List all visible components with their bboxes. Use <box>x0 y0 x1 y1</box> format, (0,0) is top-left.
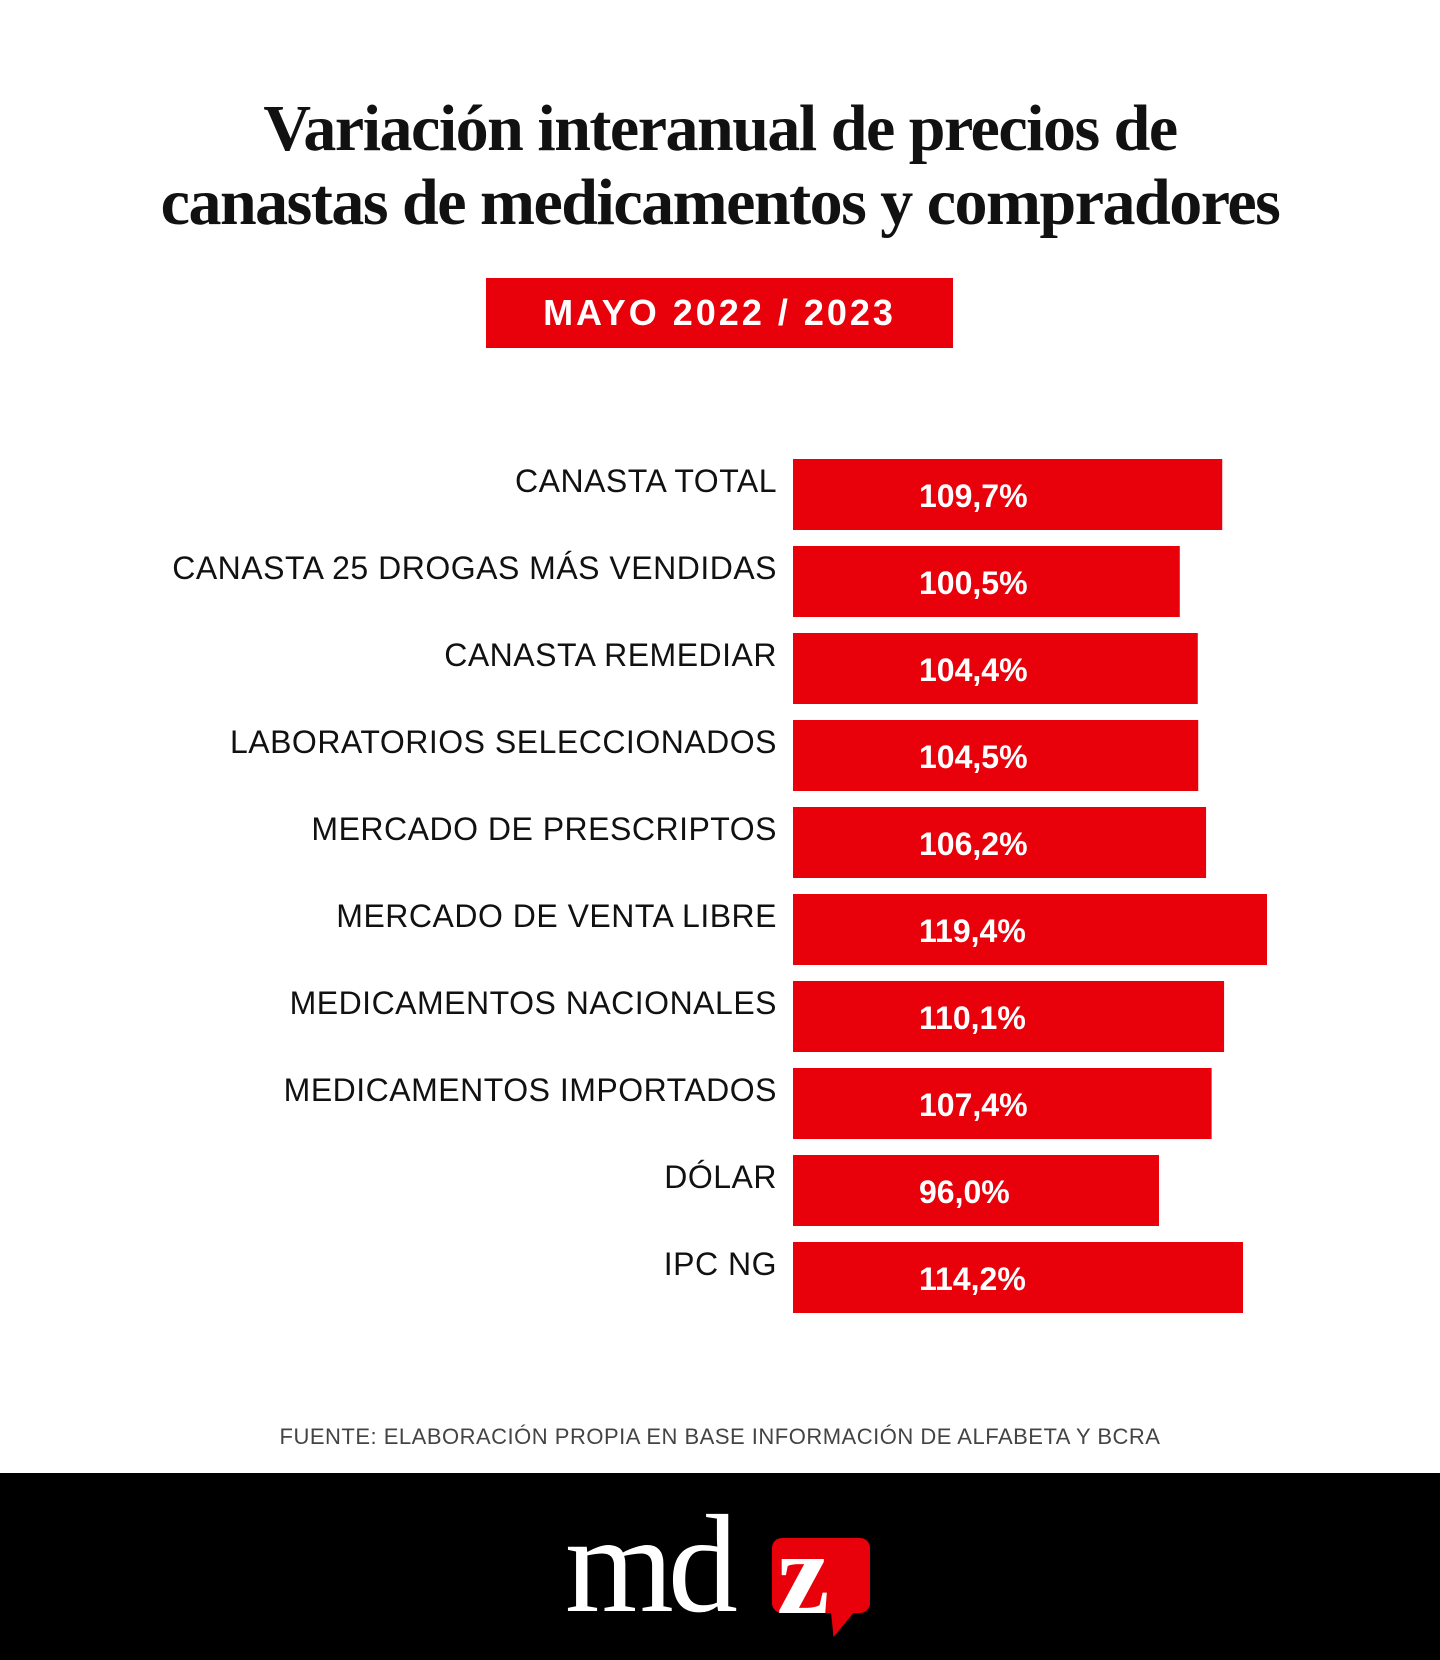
category-label: DÓLAR <box>664 1159 777 1195</box>
bar-row: MERCADO DE VENTA LIBRE 119,4% <box>336 894 1267 965</box>
category-label: CANASTA TOTAL <box>515 463 777 499</box>
value-label: 114,2% <box>919 1261 1026 1297</box>
value-label: 107,4% <box>919 1087 1028 1123</box>
value-label: 119,4% <box>919 913 1026 949</box>
value-label: 110,1% <box>919 1000 1026 1036</box>
category-label: CANASTA REMEDIAR <box>444 637 777 673</box>
bar <box>793 459 1223 530</box>
title-line-1: Variación interanual de precios de <box>263 92 1178 165</box>
category-label: MEDICAMENTOS NACIONALES <box>290 985 777 1021</box>
bar <box>793 1155 1159 1226</box>
bar <box>793 1068 1212 1139</box>
category-label: MEDICAMENTOS IMPORTADOS <box>284 1072 777 1108</box>
bar-row: CANASTA REMEDIAR 104,4% <box>444 633 1198 704</box>
logo-accent-letter: z <box>777 1508 830 1639</box>
category-label: MERCADO DE PRESCRIPTOS <box>311 811 777 847</box>
bar-row: CANASTA 25 DROGAS MÁS VENDIDAS 100,5% <box>172 546 1180 617</box>
bar-row: DÓLAR 96,0% <box>664 1155 1159 1226</box>
bar <box>793 1242 1243 1313</box>
bar-chart: CANASTA TOTAL 109,7% CANASTA 25 DROGAS MÁS… <box>172 459 1267 1313</box>
bar <box>793 807 1207 878</box>
value-label: 109,7% <box>919 478 1028 514</box>
bar-row: CANASTA TOTAL 109,7% <box>515 459 1223 530</box>
category-label: LABORATORIOS SELECCIONADOS <box>230 724 777 760</box>
bar-row: MERCADO DE PRESCRIPTOS 106,2% <box>311 807 1207 878</box>
bar-row: LABORATORIOS SELECCIONADOS 104,5% <box>230 720 1199 791</box>
value-label: 104,5% <box>919 739 1028 775</box>
category-label: IPC NG <box>664 1246 777 1282</box>
value-label: 104,4% <box>919 652 1028 688</box>
bar <box>793 720 1199 791</box>
bar-row: MEDICAMENTOS NACIONALES 110,1% <box>290 981 1225 1052</box>
speech-bubble-icon <box>772 1538 870 1613</box>
chart-title: Variación interanual de precios de canas… <box>0 92 1440 240</box>
category-label: MERCADO DE VENTA LIBRE <box>336 898 777 934</box>
bar <box>793 981 1225 1052</box>
footer-bar <box>0 1473 1440 1660</box>
bar-row: MEDICAMENTOS IMPORTADOS 107,4% <box>284 1068 1212 1139</box>
value-label: 96,0% <box>919 1174 1010 1210</box>
value-label: 106,2% <box>919 826 1028 862</box>
bar <box>793 633 1198 704</box>
logo-text: md <box>565 1487 738 1642</box>
mdz-logo: md z <box>565 1487 885 1642</box>
source-note: FUENTE: ELABORACIÓN PROPIA EN BASE INFOR… <box>279 1424 1161 1449</box>
value-label: 100,5% <box>919 565 1028 601</box>
bar <box>793 894 1267 965</box>
category-label: CANASTA 25 DROGAS MÁS VENDIDAS <box>172 550 777 586</box>
period-badge: MAYO 2022 / 2023 <box>486 278 953 348</box>
bar-row: IPC NG 114,2% <box>664 1242 1243 1313</box>
bar <box>793 546 1180 617</box>
title-line-2: canastas de medicamentos y compradores <box>160 166 1281 239</box>
